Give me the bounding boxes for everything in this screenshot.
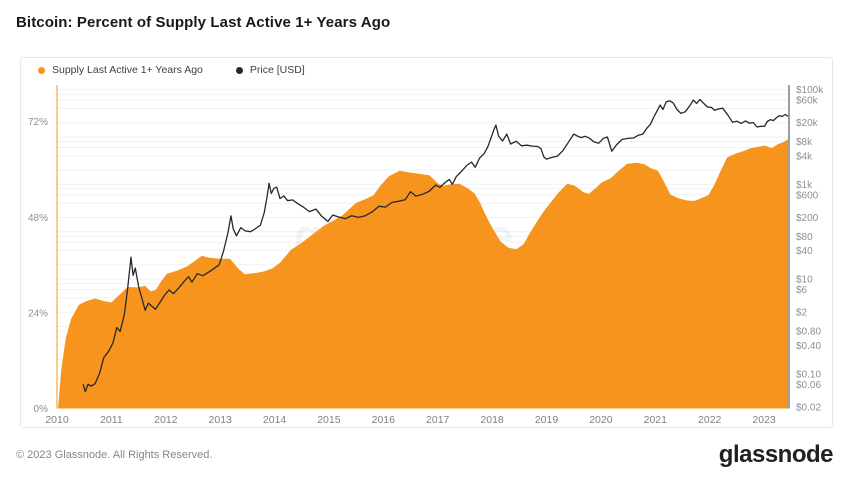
x-axis-tick-label: 2017 [426,414,450,426]
x-axis-tick-label: 2021 [644,414,668,426]
x-axis-tick-label: 2020 [589,414,613,426]
x-axis-tick-label: 2013 [209,414,233,426]
legend-item-supply[interactable]: Supply Last Active 1+ Years Ago [38,64,203,76]
right-axis-tick-label: $100k [796,85,824,96]
right-axis-tick-label: $0.02 [796,402,821,413]
x-axis-tick-label: 2019 [535,414,559,426]
left-axis-tick-label: 24% [28,308,48,319]
right-axis-tick-label: $1k [796,180,813,191]
right-axis-tick-label: $40 [796,246,813,257]
right-axis-tick-label: $600 [796,190,819,201]
right-axis-tick-label: $6 [796,285,808,296]
supply-area-path [58,139,789,409]
x-axis-tick-label: 2015 [317,414,341,426]
price-legend-dot-icon [235,66,243,74]
page-title: Bitcoin: Percent of Supply Last Active 1… [16,14,391,31]
copyright-text: © 2023 Glassnode. All Rights Reserved. [16,449,213,461]
right-axis-tick-label: $0.40 [796,341,821,352]
legend-label-price: Price [USD] [249,64,305,76]
x-axis-tick-label: 2016 [372,414,396,426]
right-axis-tick-label: $60k [796,96,819,107]
right-axis-tick-label: $0.06 [796,380,821,391]
right-axis-tick-label: $0.80 [796,327,821,338]
chart-legend: Supply Last Active 1+ Years Ago Price [U… [38,64,305,76]
right-axis-tick-label: $4k [796,151,813,162]
x-axis-tick-label: 2014 [263,414,287,426]
supply-legend-dot-icon [38,66,45,74]
x-axis-tick-label: 2018 [480,414,504,426]
legend-item-price[interactable]: Price [USD] [235,64,305,76]
x-axis-tick-label: 2010 [45,414,69,426]
glassnode-wordmark: glassnode [718,441,834,468]
right-axis-tick-label: $10 [796,275,813,286]
left-axis-tick-label: 48% [28,213,48,224]
x-axis-tick-label: 2022 [698,414,722,426]
right-axis-tick-label: $80 [796,232,813,243]
right-axis-tick-label: $8k [796,137,813,148]
x-axis-tick-label: 2012 [154,414,178,426]
right-axis-tick-label: $200 [796,213,819,224]
right-axis-tick-label: $2 [796,308,808,319]
right-axis-tick-label: $0.10 [796,369,821,380]
right-axis-tick-label: $20k [796,118,819,129]
price-line-path [82,98,789,393]
legend-label-supply: Supply Last Active 1+ Years Ago [52,64,203,76]
x-axis-tick-label: 2011 [100,414,123,426]
left-axis-tick-label: 0% [34,404,49,415]
left-axis-tick-label: 72% [28,117,48,128]
x-axis-tick-label: 2023 [752,414,776,426]
